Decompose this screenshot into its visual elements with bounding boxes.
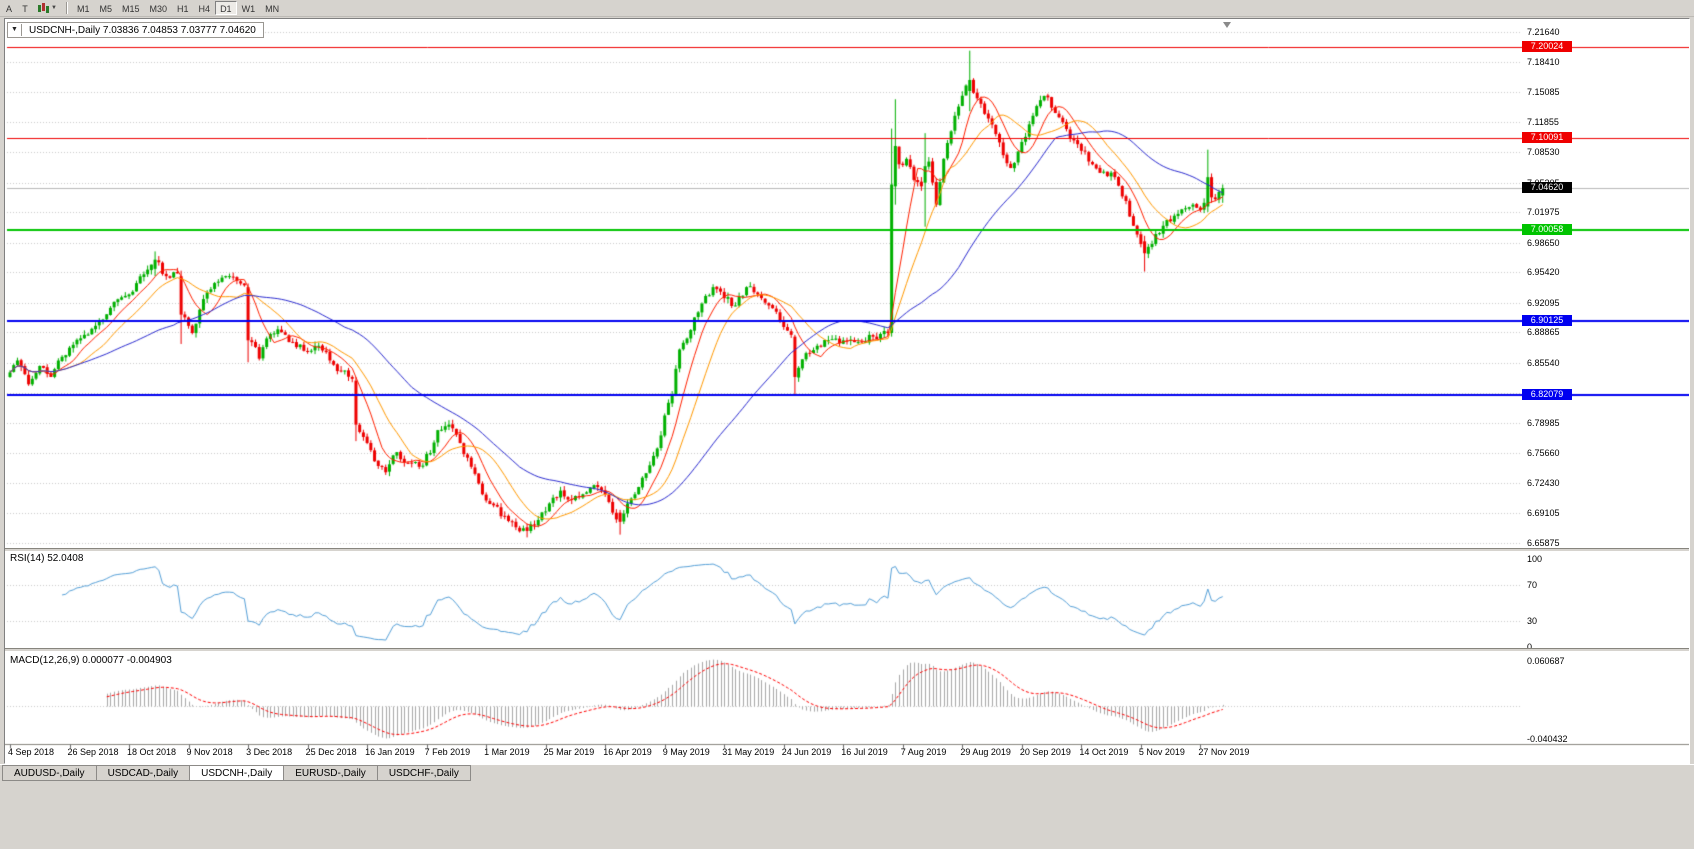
toolbar-separator: [65, 2, 67, 14]
panel-divider-rsi[interactable]: [5, 548, 1689, 552]
timeframe-button-h1[interactable]: H1: [177, 4, 189, 14]
timeframe-button-m15[interactable]: M15: [122, 4, 140, 14]
toolbar-button-a[interactable]: A: [6, 4, 13, 14]
toolbar: A T ▼ M1 M5 M15 M30 H1 H4 D1 W1 MN: [0, 0, 1694, 17]
candlestick-icon: [37, 2, 50, 14]
chart-ohlc-title: USDCNH-,Daily 7.03836 7.04853 7.03777 7.…: [29, 24, 256, 36]
chart-tab-audusd[interactable]: AUDUSD-,Daily: [2, 765, 97, 781]
timeframe-button-m5[interactable]: M5: [99, 4, 112, 14]
chart-window: ▼ USDCNH-,Daily 7.03836 7.04853 7.03777 …: [4, 18, 1690, 764]
timeframe-button-m30[interactable]: M30: [149, 4, 168, 14]
toolbar-button-t[interactable]: T: [22, 4, 28, 14]
chevron-down-icon: ▼: [51, 5, 57, 11]
timeframe-buttons: M1 M5 M15 M30 H1 H4 D1 W1 MN: [72, 1, 284, 15]
timeframe-button-w1[interactable]: W1: [241, 4, 256, 14]
chart-tab-usdchf[interactable]: USDCHF-,Daily: [376, 765, 471, 781]
chart-canvas[interactable]: [5, 19, 1689, 763]
timeframe-button-d1[interactable]: D1: [215, 1, 237, 15]
chart-dropdown-button[interactable]: ▼: [8, 24, 22, 36]
panel-divider-macd[interactable]: [5, 648, 1689, 652]
chart-type-button[interactable]: ▼: [33, 1, 61, 15]
chart-title-box: ▼ USDCNH-,Daily 7.03836 7.04853 7.03777 …: [7, 22, 264, 38]
timeframe-button-mn[interactable]: MN: [265, 4, 280, 14]
chart-tab-usdcnh[interactable]: USDCNH-,Daily: [189, 765, 285, 781]
chart-tab-eurusd[interactable]: EURUSD-,Daily: [283, 765, 378, 781]
timeframe-button-h4[interactable]: H4: [198, 4, 211, 14]
timeframe-button-m1[interactable]: M1: [76, 4, 90, 14]
chart-tab-usdcad[interactable]: USDCAD-,Daily: [95, 765, 191, 781]
chart-tab-bar: AUDUSD-,Daily USDCAD-,Daily USDCNH-,Daily E…: [0, 764, 1694, 783]
shift-marker[interactable]: [1223, 22, 1231, 28]
